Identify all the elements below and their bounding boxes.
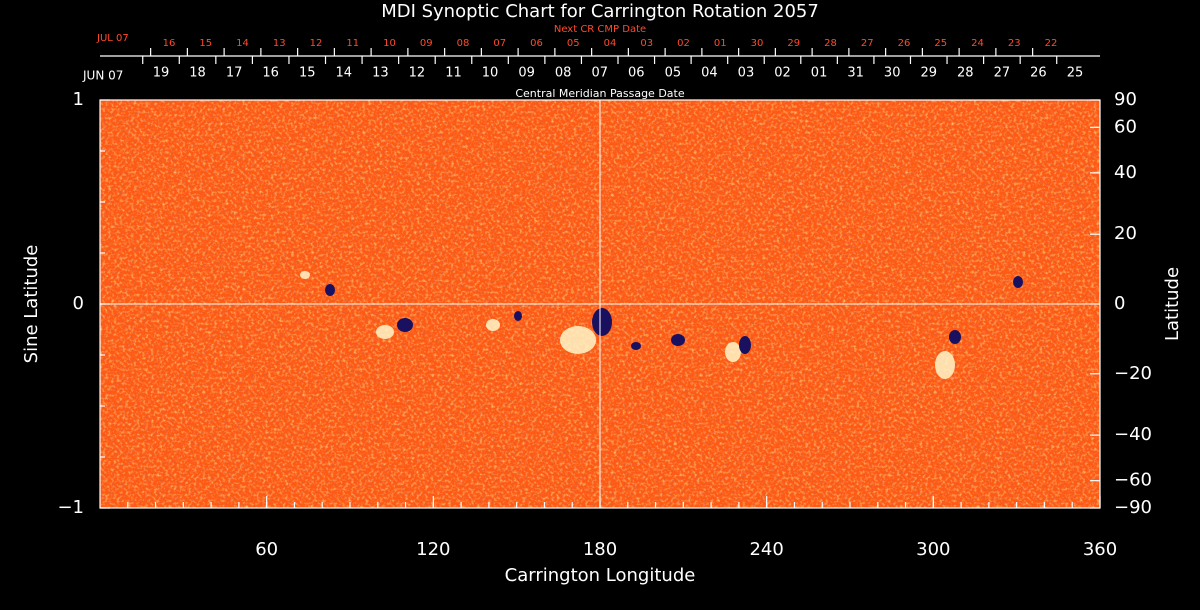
date-label: 15 [199,38,212,49]
date-label: 13 [372,66,389,81]
date-label: 10 [482,66,499,81]
y-tick-label: 1 [73,89,84,110]
date-label: 11 [445,66,462,81]
y-tick-label: 0 [73,293,84,314]
date-label: 03 [738,66,755,81]
date-label: 24 [971,38,984,49]
date-label: 12 [310,38,323,49]
date-label: 31 [847,66,864,81]
y-axis-label: Sine Latitude [21,245,42,364]
x-tick-label: 180 [583,539,617,560]
date-label: 03 [640,38,653,49]
map-image [100,100,1100,508]
date-label: 12 [409,66,426,81]
date-label: 16 [262,66,279,81]
date-label: 26 [1030,66,1047,81]
x-tick-label: 120 [416,539,450,560]
date-label: 05 [567,38,580,49]
date-label: 29 [920,66,937,81]
y-tick-label: −1 [57,497,84,518]
date-label: 13 [273,38,286,49]
date-label: 25 [934,38,947,49]
y2-tick-label: −90 [1114,497,1152,518]
date-label: 17 [226,66,243,81]
y2-tick-label: −60 [1114,470,1152,491]
date-label: 16 [163,38,176,49]
date-label: 28 [957,66,974,81]
date-label: 06 [628,66,645,81]
chart-title: MDI Synoptic Chart for Carrington Rotati… [381,1,819,22]
y2-tick-label: 0 [1114,293,1125,314]
date-label: 14 [336,66,353,81]
date-label: 30 [751,38,764,49]
date-label: 09 [518,66,535,81]
date-label: 10 [383,38,396,49]
y2-tick-label: 60 [1114,116,1137,137]
date-label: 09 [420,38,433,49]
date-label: 28 [824,38,837,49]
date-label: 30 [884,66,901,81]
date-label: 14 [236,38,249,49]
y2-tick-label: 90 [1114,89,1137,110]
date-label: 27 [861,38,874,49]
date-label: 22 [1045,38,1058,49]
date-label: 08 [555,66,572,81]
date-label: 27 [994,66,1011,81]
y2-tick-label: 20 [1114,223,1137,244]
y2-tick-label: 40 [1114,162,1137,183]
date-label: 25 [1067,66,1084,81]
date-axis-label: Central Meridian Passage Date [515,87,684,100]
x-tick-label: 300 [916,539,950,560]
date-label: 02 [677,38,690,49]
date-label: 29 [787,38,800,49]
x-tick-label: 360 [1083,539,1117,560]
date-start: JUN 07 [82,69,123,83]
date-label: 11 [346,38,359,49]
date-label: 26 [898,38,911,49]
date-label: 06 [530,38,543,49]
x-tick-label: 240 [749,539,783,560]
date-label: 05 [665,66,682,81]
y2-tick-label: −20 [1114,363,1152,384]
date-label: 08 [457,38,470,49]
date-label: 07 [493,38,506,49]
date-label: 19 [153,66,170,81]
date-label: 15 [299,66,316,81]
date-label: 01 [714,38,727,49]
date-label: 07 [591,66,608,81]
date-label: 02 [774,66,791,81]
y2-axis-label: Latitude [1162,267,1183,341]
next-date-start: JUL 07 [96,33,129,44]
y2-tick-label: −40 [1114,424,1152,445]
date-label: 04 [701,66,718,81]
date-label: 18 [189,66,206,81]
date-label: 01 [811,66,828,81]
x-tick-label: 60 [255,539,278,560]
x-axis-label: Carrington Longitude [505,565,696,586]
date-label: 23 [1008,38,1021,49]
date-label: 04 [604,38,617,49]
next-date-axis-label: Next CR CMP Date [554,24,646,35]
